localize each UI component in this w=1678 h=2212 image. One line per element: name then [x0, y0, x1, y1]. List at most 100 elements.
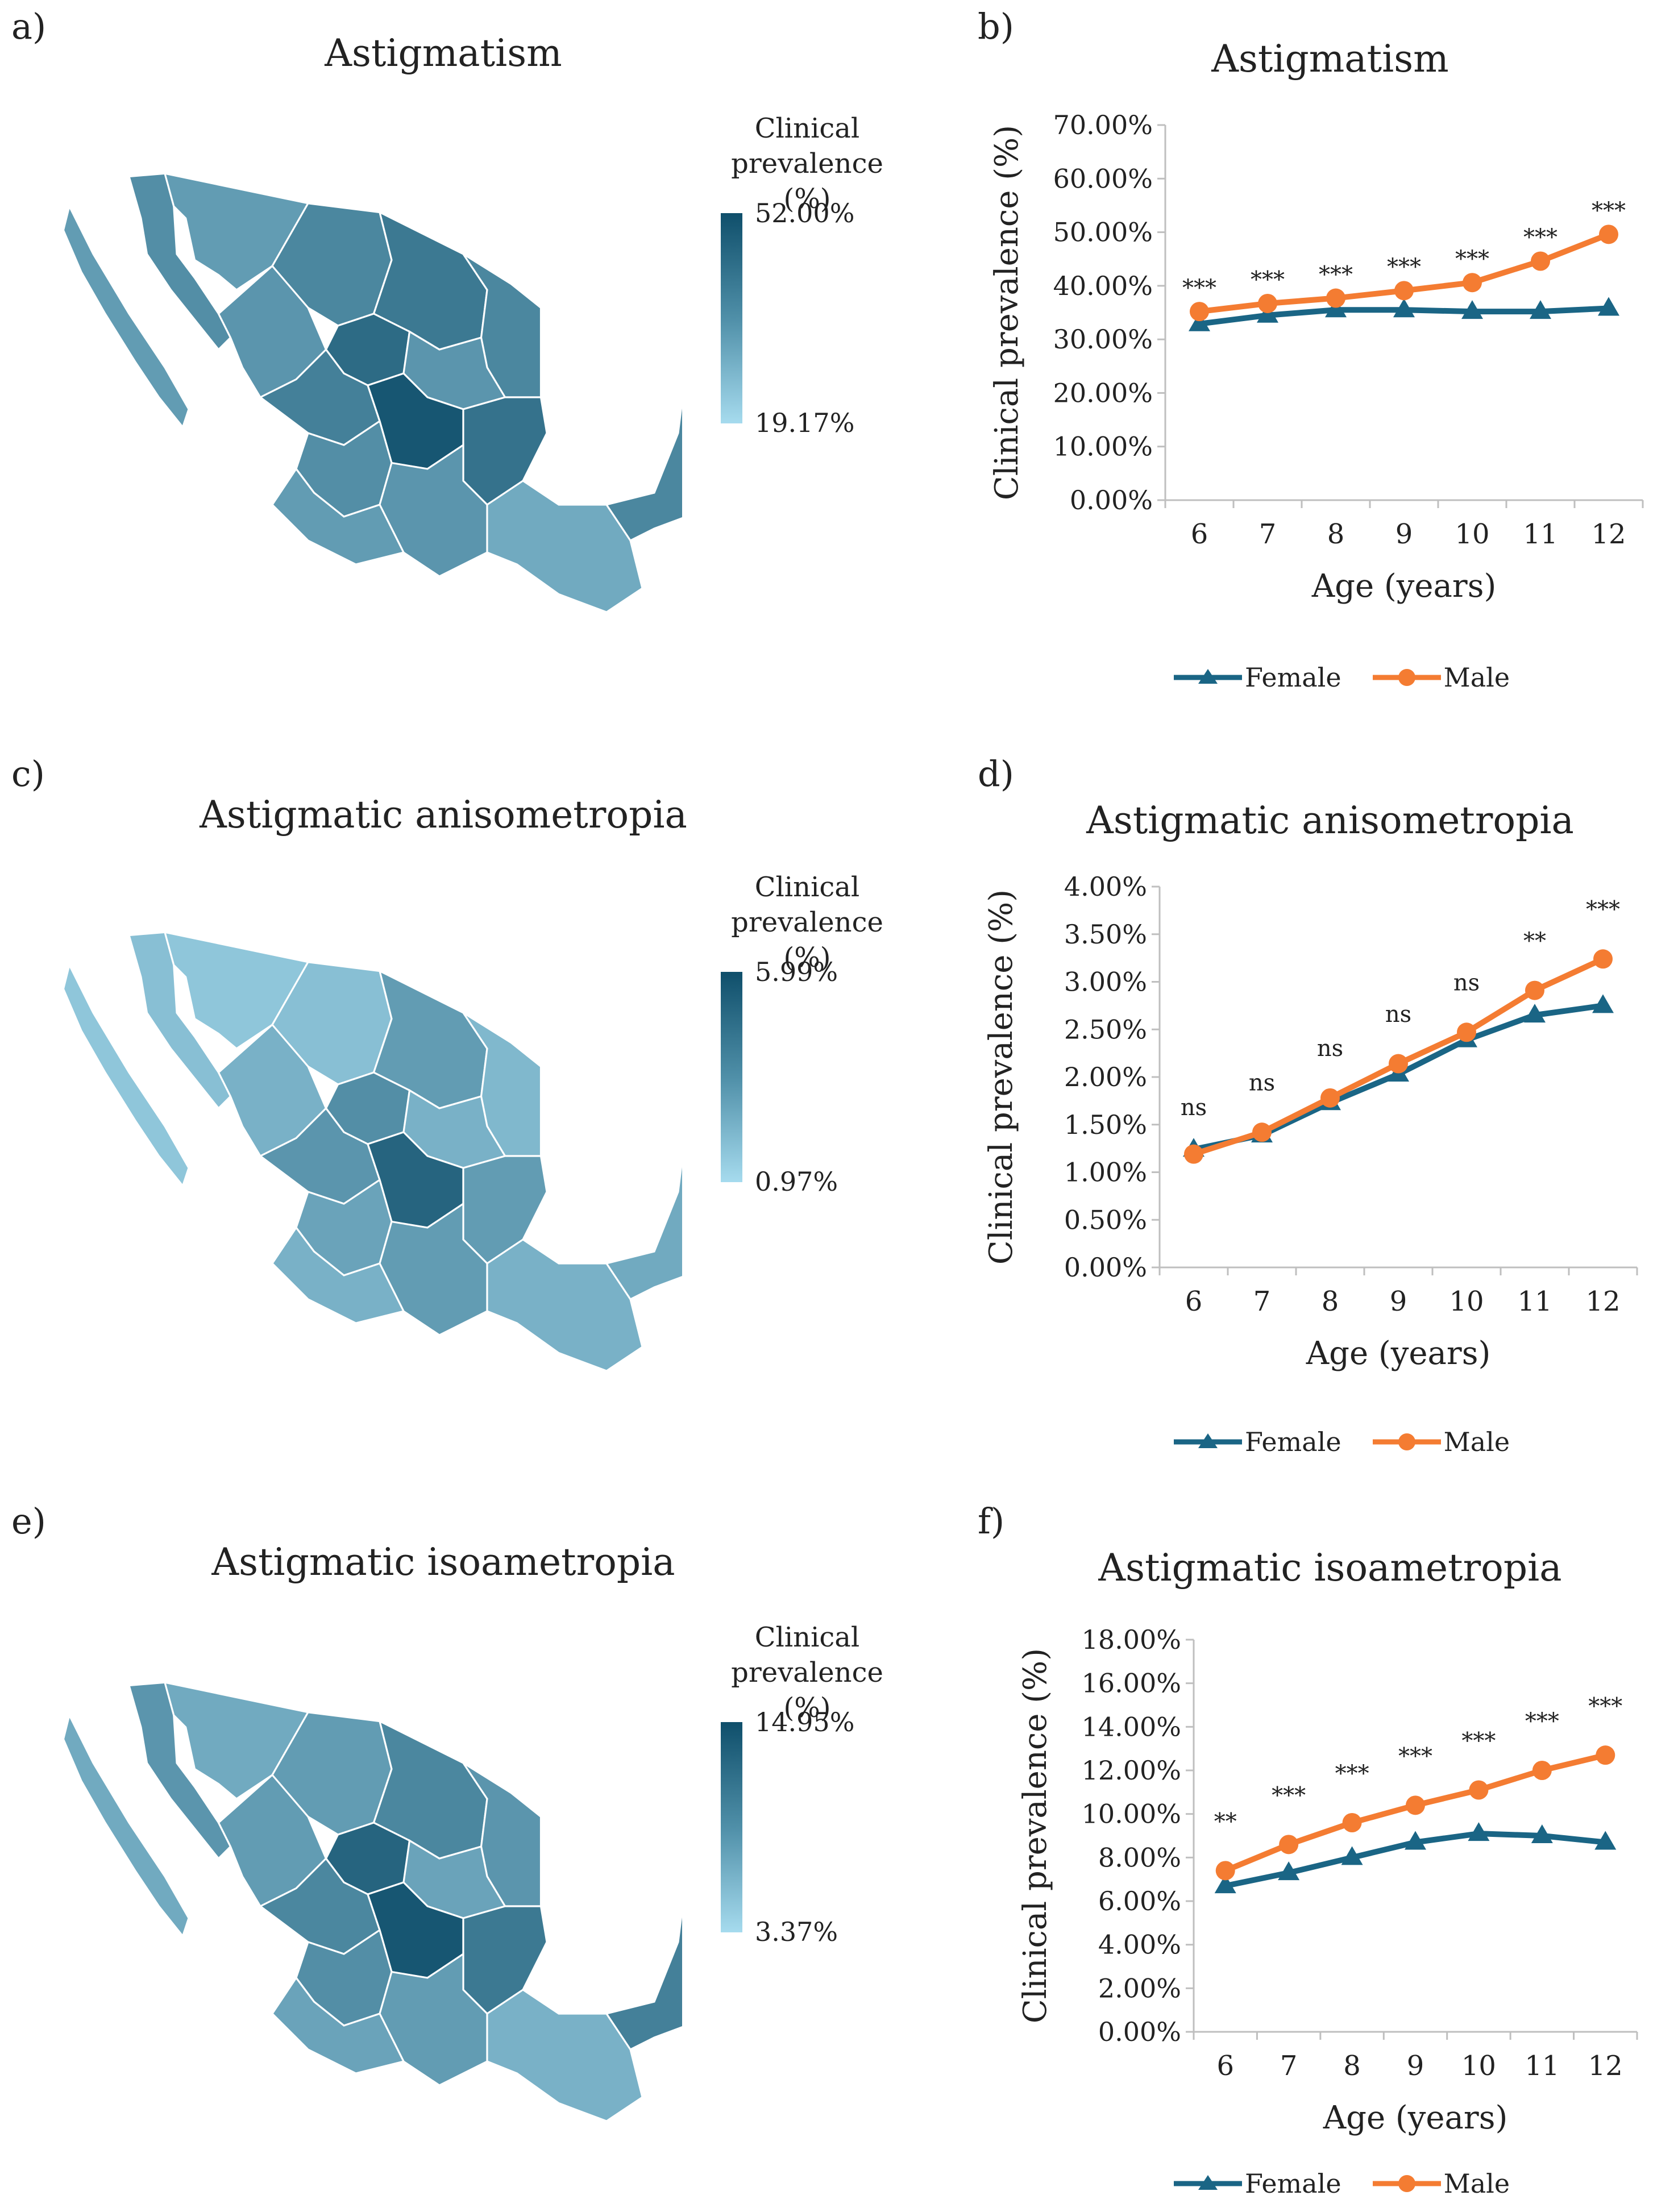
- male-data-point: [1215, 1861, 1235, 1881]
- legend-female: Female: [1171, 662, 1341, 693]
- female-data-point: [1405, 1831, 1426, 1850]
- map-region: [486, 480, 643, 613]
- y-tick-label: 10.00%: [1053, 431, 1153, 462]
- map-region: [379, 1202, 488, 1336]
- male-data-point: [1463, 273, 1482, 293]
- significance-label: ***: [1319, 261, 1353, 288]
- y-tick-label: 18.00%: [1082, 1624, 1181, 1655]
- map-region: [271, 1976, 405, 2074]
- x-tick-label: 11: [1517, 1286, 1552, 1317]
- female-data-point: [1257, 303, 1278, 323]
- y-tick-label: 6.00%: [1098, 1886, 1181, 1916]
- significance-label: ***: [1398, 1744, 1432, 1770]
- map-title-e: Astigmatic isoametropia: [211, 1540, 675, 1584]
- mexico-map-c: [62, 931, 682, 1372]
- significance-label: ***: [1387, 254, 1421, 280]
- y-tick-label: 3.00%: [1064, 967, 1147, 997]
- mexico-map-e: [62, 1681, 682, 2122]
- map-legend-min-c: 0.97%: [755, 1166, 838, 1197]
- map-region: [605, 1153, 682, 1301]
- legend-female: Female: [1171, 2168, 1341, 2199]
- x-tick-label: 6: [1185, 1286, 1203, 1317]
- map-region: [271, 1226, 405, 1324]
- significance-label: ***: [1586, 897, 1620, 923]
- female-data-point: [1530, 300, 1551, 319]
- chart-title-b: Astigmatism: [1211, 37, 1449, 81]
- y-tick-label: 50.00%: [1053, 217, 1153, 248]
- female-data-point: [1598, 297, 1619, 316]
- panel-label-c: c): [11, 753, 45, 795]
- y-tick-label: 4.00%: [1098, 1930, 1181, 1960]
- significance-label: ***: [1182, 275, 1216, 301]
- y-axis-label: Clinical prevalence (%): [1017, 1648, 1054, 2023]
- y-tick-label: 1.50%: [1064, 1109, 1147, 1140]
- y-tick-label: 20.00%: [1053, 377, 1153, 408]
- legend-male: Male: [1370, 2168, 1510, 2199]
- map-region: [605, 1903, 682, 2051]
- y-tick-label: 1.00%: [1064, 1157, 1147, 1188]
- significance-label: ***: [1272, 1783, 1306, 1809]
- y-tick-label: 0.00%: [1098, 2016, 1181, 2047]
- map-legend-max-a: 52.00%: [755, 198, 855, 228]
- map-colorbar-e: [721, 1722, 742, 1932]
- map-region: [379, 1952, 488, 2086]
- male-data-point: [1406, 1795, 1425, 1815]
- line-chart-f: 0.00% 2.00% 4.00% 6.00% 8.00% 10.00% 12.00% 14.…: [1017, 1624, 1638, 2136]
- y-tick-label: 70.00%: [1053, 110, 1153, 140]
- legend-female-label: Female: [1245, 662, 1341, 693]
- x-tick-label: 11: [1525, 2050, 1559, 2082]
- male-data-point: [1326, 288, 1345, 308]
- map-legend-min-a: 19.17%: [755, 408, 855, 438]
- x-tick-label: 11: [1523, 518, 1557, 550]
- mexico-map-a: [62, 172, 682, 613]
- male-data-point: [1593, 949, 1613, 969]
- map-region: [605, 394, 682, 542]
- y-tick-label: 10.00%: [1082, 1799, 1181, 1830]
- female-data-point: [1461, 300, 1483, 319]
- female-data-point: [1524, 1004, 1546, 1023]
- map-region-baja: [62, 962, 190, 1188]
- y-axis-label: Clinical prevalence (%): [983, 889, 1020, 1265]
- y-tick-label: 60.00%: [1053, 163, 1153, 194]
- legend-head-line1: Clinical: [754, 1621, 860, 1653]
- panel-label-e: e): [11, 1500, 46, 1542]
- male-legend-marker-icon: [1372, 669, 1441, 686]
- panel-label-d: d): [978, 753, 1014, 795]
- map-legend-title-c: Clinical prevalence (%): [705, 870, 909, 975]
- significance-label: ***: [1335, 1761, 1369, 1787]
- legend-female: Female: [1171, 1427, 1341, 1457]
- map-region-baja: [62, 1712, 190, 1938]
- female-data-point: [1325, 298, 1347, 318]
- legend-head-line2: prevalence (%): [731, 907, 883, 974]
- map-legend-max-e: 14.95%: [755, 1707, 855, 1737]
- male-data-point: [1279, 1835, 1299, 1855]
- map-region: [486, 1238, 643, 1372]
- female-legend-marker-icon: [1174, 2175, 1242, 2190]
- significance-label: ***: [1525, 1708, 1559, 1735]
- x-tick-label: 10: [1461, 2050, 1496, 2082]
- y-tick-label: 0.50%: [1064, 1204, 1147, 1235]
- female-data-point: [1189, 312, 1210, 331]
- x-tick-label: 9: [1395, 518, 1413, 550]
- legend-male-label: Male: [1443, 1427, 1510, 1457]
- y-tick-label: 2.00%: [1098, 1973, 1181, 2003]
- male-legend-marker-icon: [1372, 1433, 1441, 1450]
- male-data-point: [1342, 1813, 1362, 1832]
- map-title-c: Astigmatic anisometropia: [200, 793, 687, 837]
- significance-label: ***: [1461, 1728, 1496, 1754]
- y-tick-label: 4.00%: [1064, 871, 1147, 902]
- male-data-point: [1184, 1144, 1203, 1164]
- map-region: [271, 467, 405, 566]
- x-axis-label: Age (years): [1323, 2099, 1508, 2136]
- legend-head-line2: prevalence (%): [731, 1657, 883, 1724]
- y-tick-label: 12.00%: [1082, 1755, 1181, 1786]
- x-axis-label: Age (years): [1306, 1335, 1491, 1372]
- chart-legend-b: Female Male: [1171, 662, 1538, 693]
- map-title-a: Astigmatism: [325, 31, 562, 75]
- legend-male-label: Male: [1443, 662, 1510, 693]
- panel-label-f: f): [978, 1500, 1005, 1542]
- x-tick-label: 6: [1191, 518, 1208, 550]
- x-tick-label: 12: [1588, 2050, 1623, 2082]
- map-legend-title-e: Clinical prevalence (%): [705, 1620, 909, 1725]
- legend-female-label: Female: [1245, 1427, 1341, 1457]
